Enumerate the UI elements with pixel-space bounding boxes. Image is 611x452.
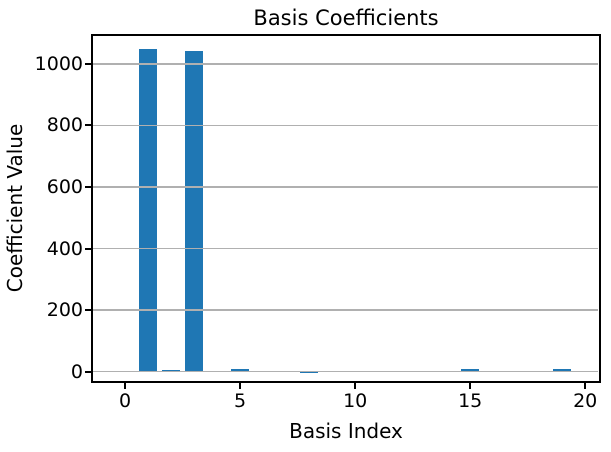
y-tick-mark (85, 309, 92, 311)
bar (461, 368, 480, 372)
bar (553, 368, 572, 372)
y-tick-mark (85, 62, 92, 65)
y-axis-label: Coefficient Value (3, 123, 27, 293)
chart-title: Basis Coefficients (253, 6, 439, 30)
y-tick-label: 800 (46, 114, 83, 137)
gridline (93, 309, 598, 311)
x-tick-label: 10 (343, 390, 368, 412)
y-tick-label: 400 (46, 237, 83, 260)
x-tick-label: 0 (119, 390, 132, 412)
gridline (93, 370, 598, 373)
x-tick-label: 5 (234, 390, 247, 412)
bar (138, 48, 158, 372)
x-tick-mark (469, 383, 472, 389)
y-tick-mark (85, 186, 92, 188)
bar (161, 369, 181, 372)
x-tick-label: 20 (573, 390, 598, 412)
gridline (93, 63, 598, 65)
plot-area (91, 34, 601, 383)
bar (184, 51, 204, 372)
bar (300, 371, 319, 374)
y-tick-mark (85, 370, 92, 373)
y-tick-mark (85, 124, 92, 127)
y-tick-label: 600 (46, 176, 83, 198)
bar (230, 369, 250, 372)
x-tick-mark (124, 383, 127, 389)
y-tick-label: 200 (46, 299, 83, 321)
x-tick-mark (584, 383, 587, 389)
x-tick-mark (239, 383, 242, 389)
gridline (93, 186, 598, 188)
y-tick-mark (85, 247, 92, 250)
gridline (93, 124, 598, 127)
y-tick-label: 1000 (34, 52, 83, 75)
gridline (93, 247, 598, 250)
x-tick-label: 15 (458, 390, 483, 412)
x-axis-label: Basis Index (289, 419, 403, 443)
y-tick-label: 0 (70, 360, 83, 383)
x-tick-mark (354, 383, 357, 389)
